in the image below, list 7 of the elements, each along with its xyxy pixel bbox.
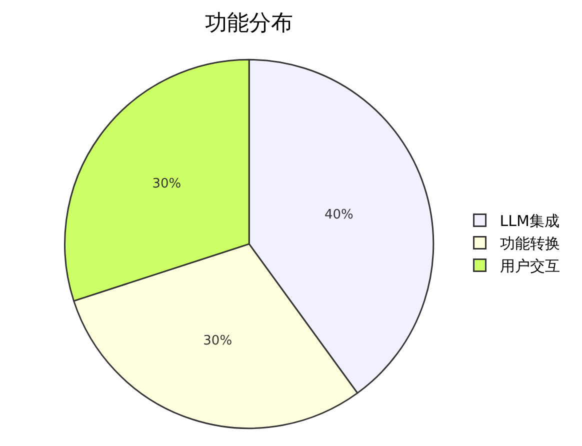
chart-title: 功能分布: [205, 11, 294, 36]
data-label: 30%: [152, 176, 182, 192]
legend-label: LLM集成: [500, 212, 560, 230]
legend-label: 用户交互: [500, 257, 560, 276]
data-label: 30%: [203, 333, 232, 348]
data-label: 40%: [324, 207, 354, 222]
legend-label: 功能转换: [500, 234, 560, 253]
